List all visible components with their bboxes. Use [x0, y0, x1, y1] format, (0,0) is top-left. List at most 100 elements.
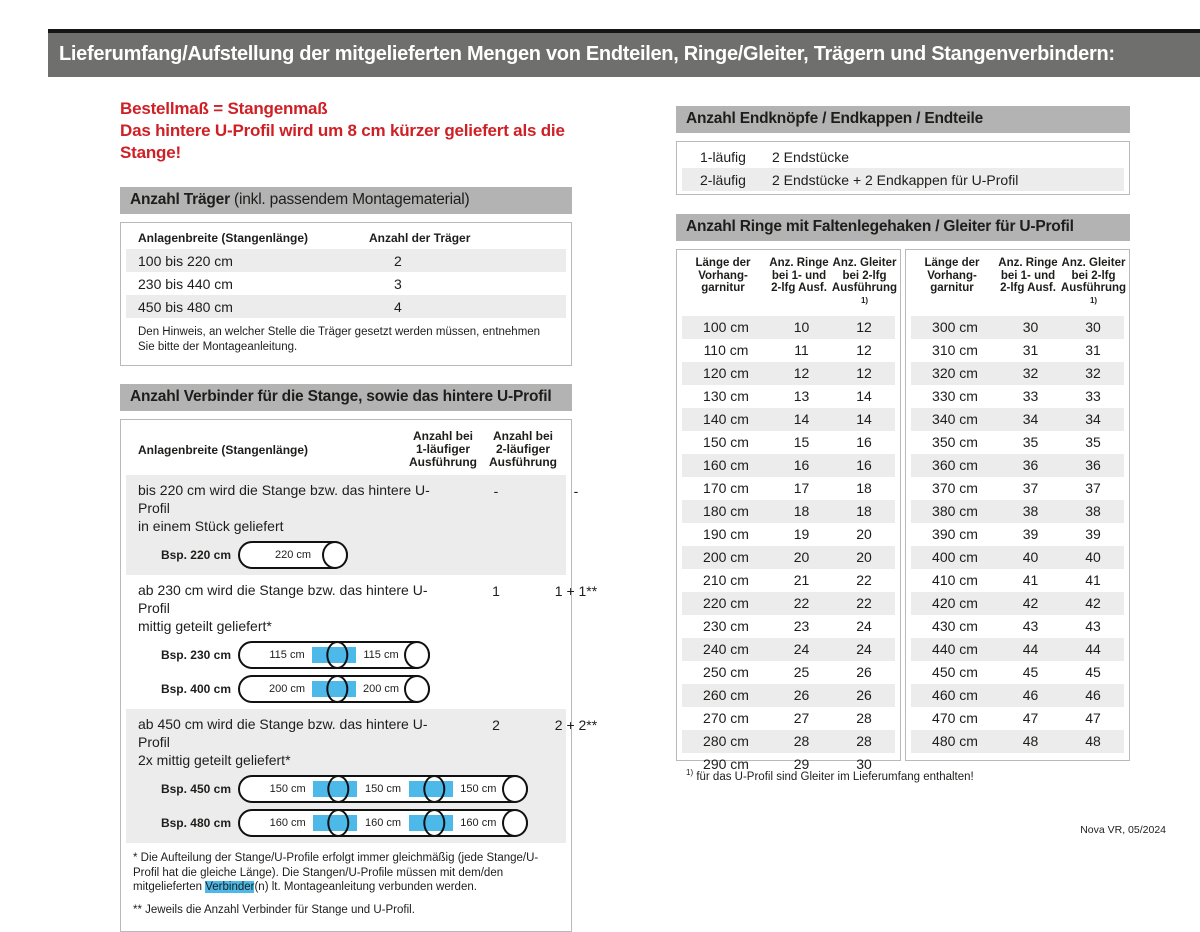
traeger-row-width: 230 bis 440 cm	[138, 276, 369, 292]
ringe-col-header: Anz. Ringe bei 1- und 2-lfg Ausf.	[767, 257, 831, 311]
ringe-row-gleiter: 22	[833, 595, 895, 611]
verbinder-col3-header: Anzahl bei 2-läufiger Ausführung	[483, 430, 563, 469]
rod-segment-label: 200 cm	[240, 677, 334, 701]
ringe-row-gleiter: 39	[1062, 526, 1124, 542]
rod-segment-label: 160 cm	[431, 811, 526, 835]
ringe-row-gleiter: 33	[1062, 388, 1124, 404]
verbinder-value-2lfg: 1 + 1**	[536, 583, 616, 599]
ringe-row-gleiter: 26	[833, 664, 895, 680]
ringe-row-length: 470 cm	[911, 710, 999, 726]
ringe-col-header: Anz. Ringe bei 1- und 2-lfg Ausf.	[996, 257, 1060, 311]
traeger-col1-header: Anlagenbreite (Stangenlänge)	[138, 231, 369, 245]
ringe-row-ringe: 12	[770, 365, 833, 381]
verbinder-block-text: ab 230 cm wird die Stange bzw. das hinte…	[138, 581, 438, 635]
ringe-row-length: 460 cm	[911, 687, 999, 703]
ringe-col-header: Länge der Vorhang- garnitur	[908, 257, 996, 311]
ringe-row-length: 250 cm	[682, 664, 770, 680]
ringe-heading-bold: Anzahl Ringe mit Faltenlegehaken / Gleit…	[686, 218, 1074, 235]
ringe-row-gleiter: 12	[833, 319, 895, 335]
example-label: Bsp. 450 cm	[126, 782, 238, 796]
endteile-heading-bold: Anzahl Endknöpfe / Endkappen / Endteile	[686, 110, 983, 127]
ringe-row-length: 400 cm	[911, 549, 999, 565]
endteile-row-label: 2-läufig	[700, 172, 772, 188]
ringe-row-gleiter: 28	[833, 710, 895, 726]
ringe-row-ringe: 42	[999, 595, 1062, 611]
traeger-col2-header: Anzahl der Träger	[369, 231, 554, 245]
ringe-row-length: 150 cm	[682, 434, 770, 450]
ringe-row-ringe: 32	[999, 365, 1062, 381]
ringe-footnote: 1) für das U-Profil sind Gleiter im Lief…	[686, 768, 1130, 783]
ringe-row-gleiter: 20	[833, 526, 895, 542]
verbinder-col1-header: Anlagenbreite (Stangenlänge)	[138, 443, 403, 457]
ringe-row-gleiter: 28	[833, 733, 895, 749]
ringe-section-heading: Anzahl Ringe mit Faltenlegehaken / Gleit…	[676, 214, 1130, 241]
ringe-row-ringe: 37	[999, 480, 1062, 496]
rod-segment-label: 220 cm	[240, 543, 346, 567]
ringe-row-gleiter: 38	[1062, 503, 1124, 519]
ringe-row-length: 210 cm	[682, 572, 770, 588]
ringe-row-ringe: 24	[770, 641, 833, 657]
ringe-row-length: 170 cm	[682, 480, 770, 496]
ringe-row-length: 310 cm	[911, 342, 999, 358]
ringe-row-length: 380 cm	[911, 503, 999, 519]
ringe-row-ringe: 31	[999, 342, 1062, 358]
ringe-row-length: 430 cm	[911, 618, 999, 634]
traeger-table: Anlagenbreite (Stangenlänge) Anzahl der …	[120, 222, 572, 366]
ringe-row-length: 350 cm	[911, 434, 999, 450]
verbinder-table: Anlagenbreite (Stangenlänge) Anzahl bei …	[120, 419, 572, 932]
ringe-row-ringe: 47	[999, 710, 1062, 726]
traeger-note: Den Hinweis, an welcher Stelle die Träge…	[121, 318, 571, 363]
ringe-row-ringe: 16	[770, 457, 833, 473]
ringe-row-gleiter: 37	[1062, 480, 1124, 496]
ringe-row-gleiter: 16	[833, 434, 895, 450]
rod-diagram: 220 cm	[238, 541, 348, 569]
ringe-row-ringe: 15	[770, 434, 833, 450]
ringe-row-gleiter: 30	[1062, 319, 1124, 335]
endteile-section-heading: Anzahl Endknöpfe / Endkappen / Endteile	[676, 106, 1130, 133]
ringe-row-ringe: 30	[999, 319, 1062, 335]
ringe-row-length: 420 cm	[911, 595, 999, 611]
ringe-row-gleiter: 47	[1062, 710, 1124, 726]
rod-segment-label: 150 cm	[431, 777, 526, 801]
traeger-row-width: 450 bis 480 cm	[138, 299, 369, 315]
ringe-row-ringe: 40	[999, 549, 1062, 565]
ringe-row-length: 190 cm	[682, 526, 770, 542]
ringe-row-gleiter: 42	[1062, 595, 1124, 611]
notice-line-2: Das hintere U-Profil wird um 8 cm kürzer…	[120, 120, 572, 164]
ringe-row-ringe: 18	[770, 503, 833, 519]
ringe-row-length: 160 cm	[682, 457, 770, 473]
verbinder-value-1lfg: 2	[456, 717, 536, 733]
ringe-row-gleiter: 43	[1062, 618, 1124, 634]
verbinder-table-header: Anlagenbreite (Stangenlänge) Anzahl bei …	[121, 420, 571, 475]
ringe-row-gleiter: 34	[1062, 411, 1124, 427]
verbinder-block-text: bis 220 cm wird die Stange bzw. das hint…	[138, 481, 438, 535]
ringe-row-length: 320 cm	[911, 365, 999, 381]
traeger-row-count: 4	[369, 299, 554, 315]
traeger-table-header: Anlagenbreite (Stangenlänge) Anzahl der …	[121, 223, 571, 249]
verbinder-footnote-2: ** Jeweils die Anzahl Verbinder für Stan…	[133, 903, 559, 918]
ringe-row-ringe: 14	[770, 411, 833, 427]
ringe-row-gleiter: 32	[1062, 365, 1124, 381]
document-footer: Nova VR, 05/2024	[1080, 824, 1166, 836]
ringe-row-ringe: 36	[999, 457, 1062, 473]
ringe-row-gleiter: 36	[1062, 457, 1124, 473]
